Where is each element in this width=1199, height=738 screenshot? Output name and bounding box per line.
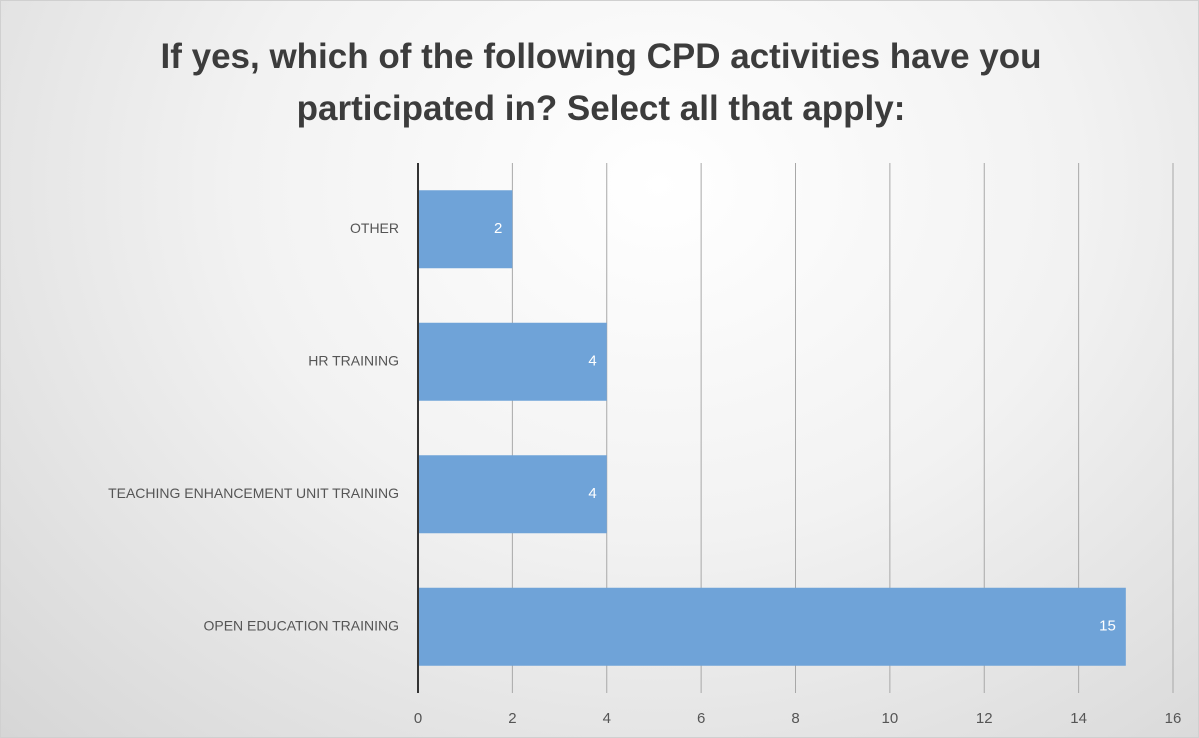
x-tick-label: 8	[791, 710, 799, 727]
bar	[418, 190, 513, 269]
bar	[418, 587, 1126, 666]
x-tick-label: 12	[976, 710, 993, 727]
data-label: 2	[494, 220, 502, 237]
x-tick-label: 2	[508, 710, 516, 727]
bar	[418, 322, 607, 401]
x-tick-label: 4	[603, 710, 611, 727]
x-tick-label: 6	[697, 710, 705, 727]
x-tick-label: 10	[882, 710, 899, 727]
data-label: 15	[1099, 618, 1116, 635]
bar	[418, 455, 607, 534]
y-tick-label: TEACHING ENHANCEMENT UNIT TRAINING	[108, 485, 399, 501]
chart-title: If yes, which of the following CPD activ…	[160, 37, 1042, 128]
x-tick-label: 0	[414, 710, 422, 727]
data-label: 4	[588, 485, 596, 502]
y-tick-label: OTHER	[350, 220, 399, 236]
y-tick-label: HR TRAINING	[308, 352, 399, 368]
x-tick-label: 14	[1070, 710, 1087, 727]
y-tick-label: OPEN EDUCATION TRAINING	[203, 617, 399, 633]
data-label: 4	[588, 353, 596, 370]
x-tick-label: 16	[1165, 710, 1182, 727]
